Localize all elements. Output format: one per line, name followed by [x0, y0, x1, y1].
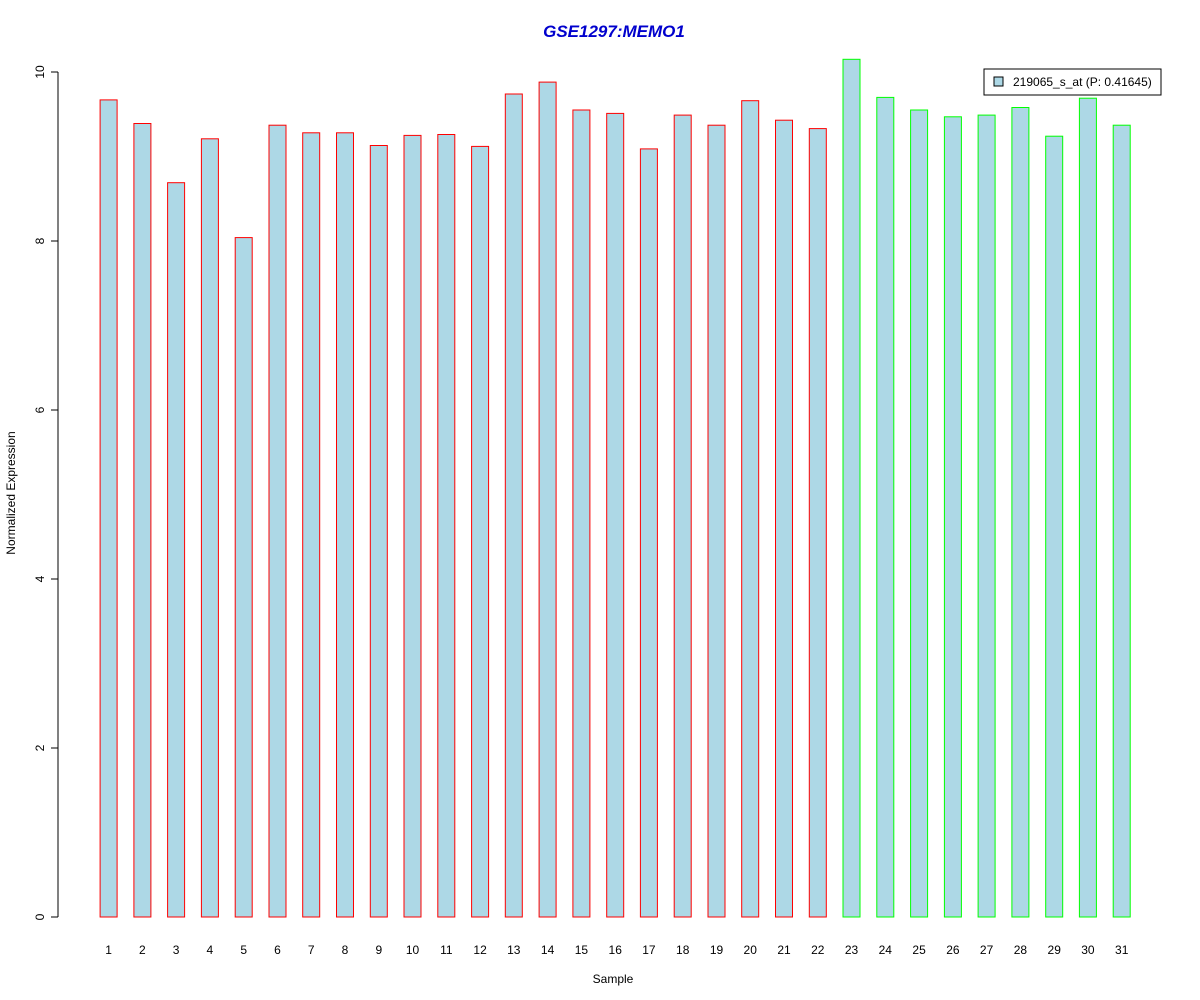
x-tick-label: 1: [105, 943, 112, 957]
legend-box: [983, 68, 1162, 96]
bar-sample-14: [538, 81, 557, 918]
x-tick-label: 23: [845, 943, 859, 957]
x-tick-label: 24: [879, 943, 893, 957]
bar-sample-9: [369, 145, 388, 918]
x-tick-label: 9: [375, 943, 382, 957]
x-axis-title: Sample: [593, 972, 634, 986]
bar-sample-18: [673, 114, 692, 918]
bar-sample-26: [943, 116, 962, 918]
x-tick-label: 28: [1014, 943, 1028, 957]
x-tick-label: 22: [811, 943, 825, 957]
bar-sample-21: [775, 119, 793, 918]
bar-sample-29: [1045, 135, 1064, 918]
x-tick-label: 15: [575, 943, 589, 957]
bar-sample-10: [403, 134, 422, 918]
y-tick-label: 2: [33, 744, 47, 751]
bar-sample-22: [808, 128, 827, 918]
bar-sample-7: [302, 132, 321, 918]
bars-group: [99, 58, 1131, 918]
bar-sample-31: [1112, 124, 1131, 918]
bar-sample-3: [167, 182, 186, 918]
x-tick-label: 19: [710, 943, 724, 957]
bar-sample-16: [606, 112, 625, 918]
x-tick-label: 12: [473, 943, 487, 957]
legend-label: 219065_s_at (P: 0.41645): [1013, 75, 1152, 89]
bar-sample-30: [1078, 97, 1097, 918]
x-tick-label: 4: [207, 943, 214, 957]
legend-swatch: [993, 76, 1004, 87]
bar-sample-8: [336, 132, 354, 918]
bar-sample-2: [133, 123, 152, 918]
x-tick-label: 26: [946, 943, 960, 957]
bar-sample-6: [268, 124, 287, 918]
y-tick-label: 8: [33, 237, 47, 244]
legend: 219065_s_at (P: 0.41645): [983, 68, 1162, 96]
bar-sample-27: [977, 114, 996, 918]
bar-sample-25: [910, 109, 929, 918]
x-tick-label: 7: [308, 943, 315, 957]
bar-sample-5: [234, 237, 253, 918]
x-tick-label: 21: [777, 943, 791, 957]
x-tick-label: 5: [240, 943, 247, 957]
x-tick-label: 17: [642, 943, 656, 957]
x-tick-label: 20: [744, 943, 758, 957]
bar-sample-24: [876, 96, 895, 918]
x-tick-label: 27: [980, 943, 994, 957]
x-tick-label: 8: [342, 943, 349, 957]
x-axis-labels: 1 2 3 4 5 6 7 8 9 10 11 12 13 14 15 16 17 18 19 20 21 22 23 24 2…: [105, 943, 1128, 957]
x-tick-label: 14: [541, 943, 555, 957]
bar-sample-20: [741, 100, 760, 918]
y-axis-title: Normalized Expression: [4, 431, 18, 554]
bar-sample-13: [504, 93, 523, 918]
x-tick-label: 10: [406, 943, 420, 957]
x-tick-label: 30: [1081, 943, 1095, 957]
x-tick-label: 31: [1115, 943, 1129, 957]
y-tick-label: 6: [33, 406, 47, 413]
x-tick-label: 18: [676, 943, 690, 957]
y-tick-label: 0: [33, 913, 47, 920]
x-tick-label: 13: [507, 943, 521, 957]
x-tick-label: 6: [274, 943, 281, 957]
bar-sample-12: [471, 145, 490, 918]
bar-sample-11: [437, 134, 456, 918]
bar-sample-17: [639, 148, 658, 918]
bar-sample-19: [707, 124, 726, 918]
y-axis: 0 2 4 6 8 10: [33, 65, 59, 920]
bar-sample-23: [842, 58, 861, 918]
bar-sample-28: [1011, 107, 1030, 918]
y-tick-label: 10: [33, 65, 47, 79]
bar-sample-15: [572, 109, 591, 918]
x-tick-label: 2: [139, 943, 146, 957]
bar-sample-1: [99, 99, 118, 918]
x-tick-label: 3: [173, 943, 180, 957]
chart-title: GSE1297:MEMO1: [543, 22, 685, 41]
bar-sample-4: [200, 138, 219, 918]
x-tick-label: 29: [1048, 943, 1062, 957]
y-tick-label: 4: [33, 575, 47, 582]
x-tick-label: 16: [609, 943, 623, 957]
x-tick-label: 11: [440, 943, 453, 957]
x-tick-label: 25: [912, 943, 926, 957]
